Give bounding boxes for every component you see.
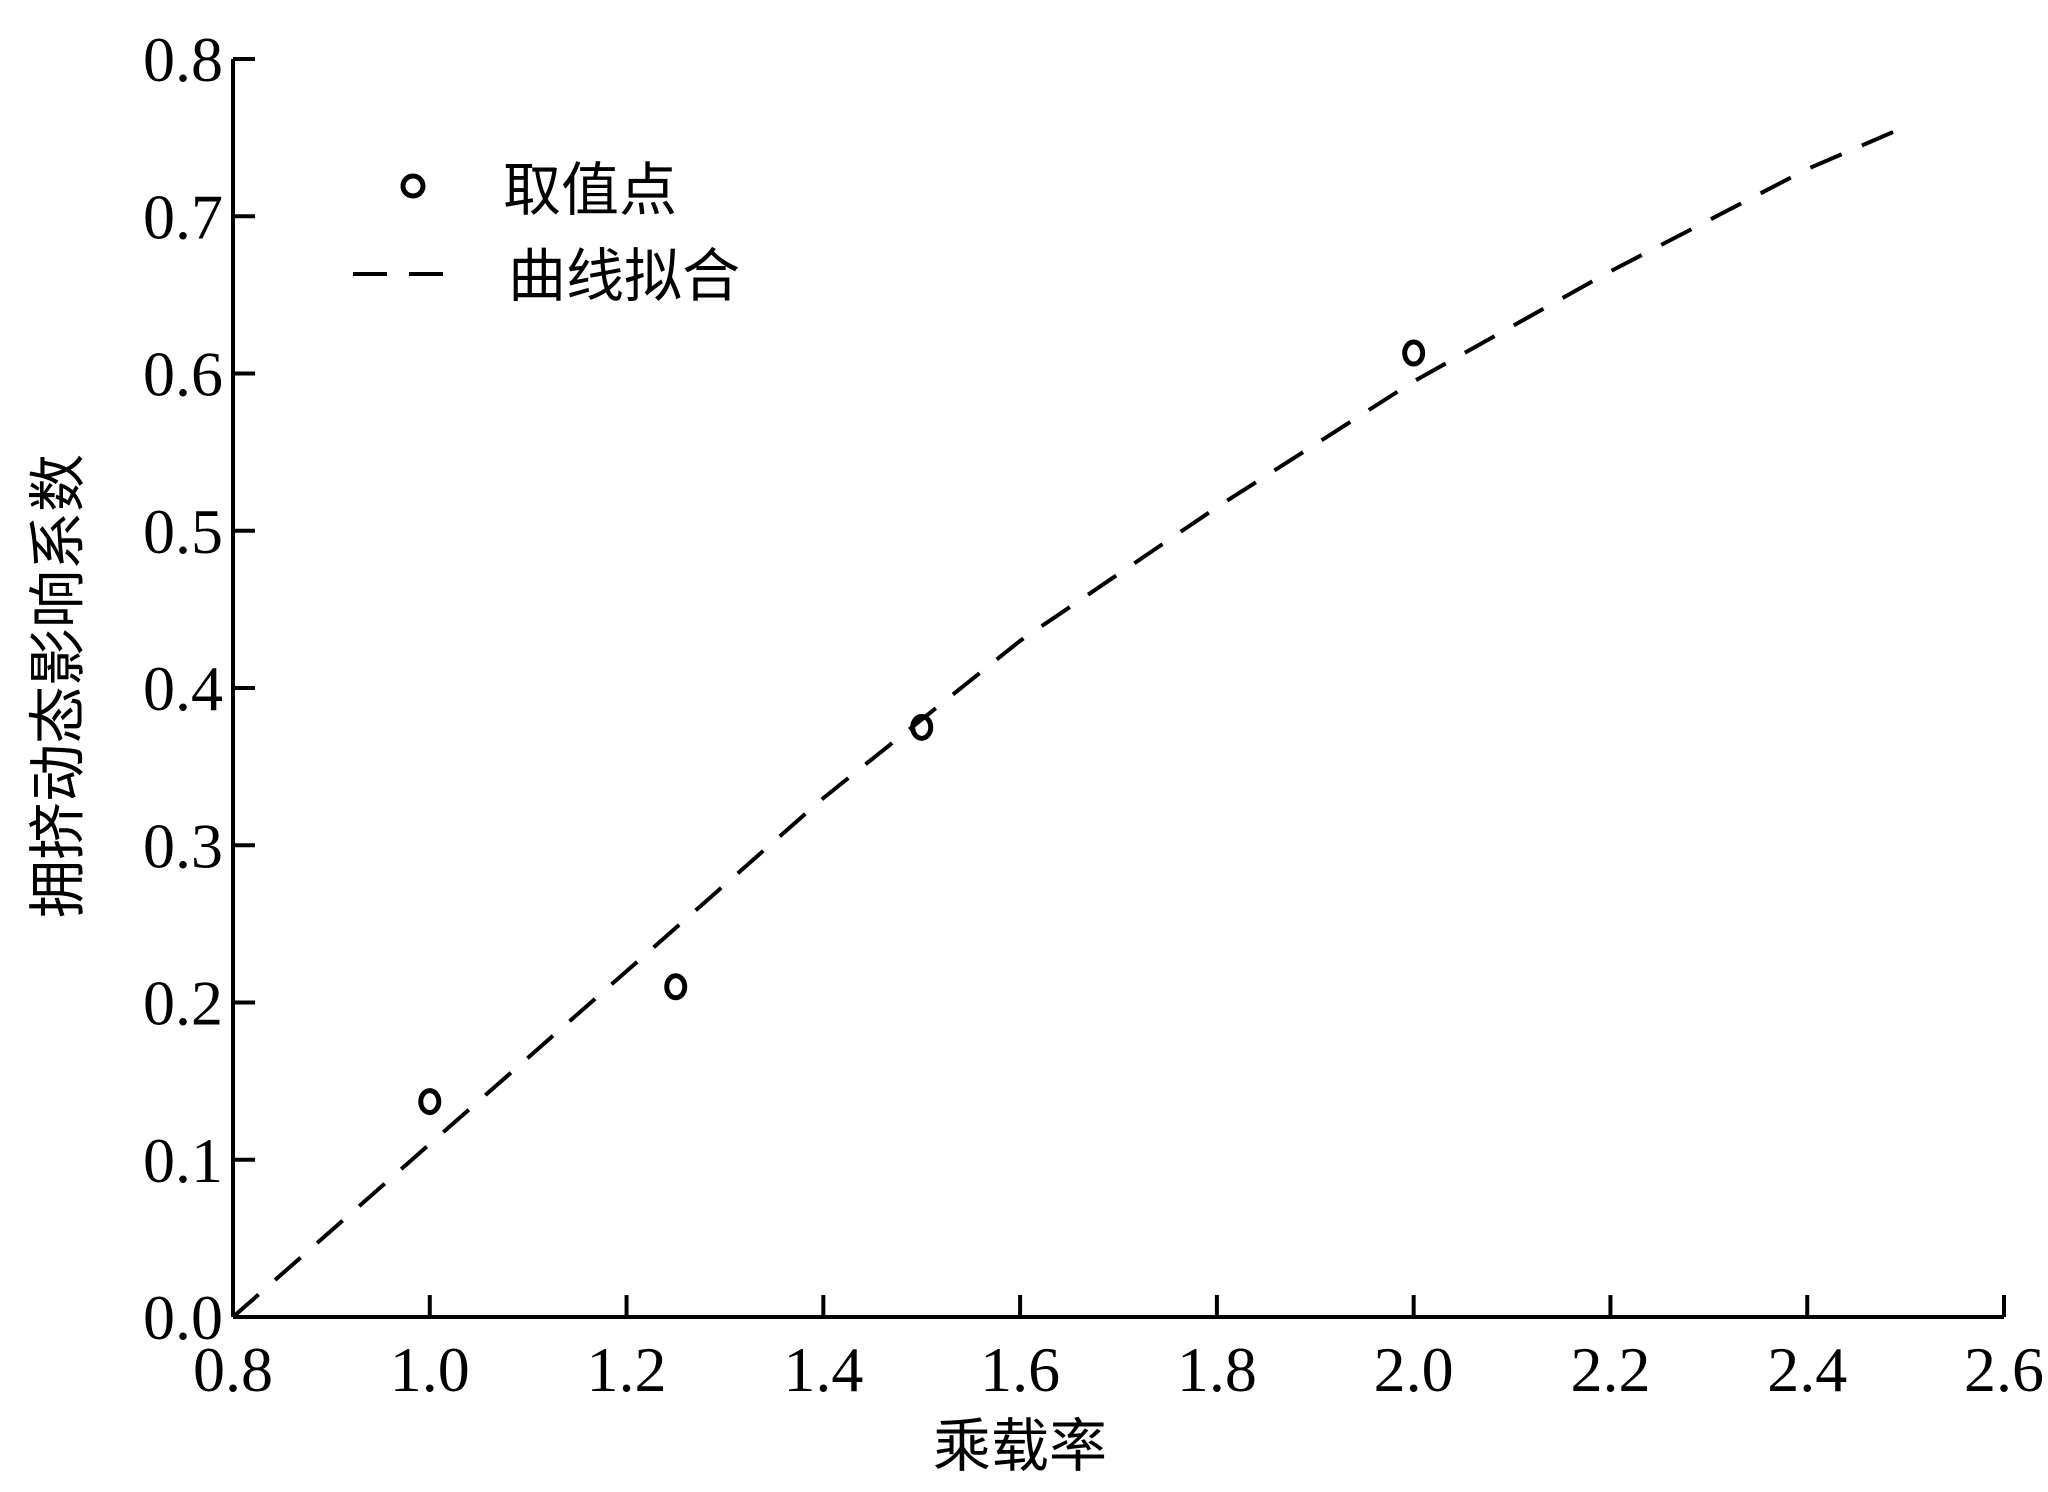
x-tick-label: 1.2 [587, 1334, 667, 1405]
y-tick-label: 0.5 [143, 496, 223, 567]
x-tick-label: 1.8 [1177, 1334, 1257, 1405]
legend-marker-points [400, 173, 426, 199]
data-point [418, 1088, 442, 1116]
fit-curve [231, 124, 1907, 1319]
x-tick-label: 1.6 [980, 1334, 1060, 1405]
axes: 0.8 1.0 1.2 1.4 1.6 1.8 2.0 2.2 2.4 2.6 0.0 0.1 0.2 0… [143, 24, 2044, 1405]
y-tick-label: 0.1 [143, 1125, 223, 1196]
data-point [1402, 339, 1426, 367]
x-tick-label: 1.4 [783, 1334, 863, 1405]
y-tick-label: 0.3 [143, 810, 223, 881]
x-tick-label: 2.4 [1767, 1334, 1847, 1405]
x-tick-label: 2.6 [1964, 1334, 2044, 1405]
y-tick-label: 0.8 [143, 24, 223, 95]
y-tick-label: 0.7 [143, 181, 223, 252]
x-tick-label: 2.2 [1570, 1334, 1650, 1405]
x-tick-label: 0.8 [193, 1334, 273, 1405]
plot-area [231, 124, 1907, 1319]
x-axis-label: 乘载率 [933, 1412, 1107, 1480]
legend-label-points: 取值点 [503, 156, 677, 224]
y-tick-label: 0.0 [143, 1282, 223, 1353]
data-point [664, 973, 688, 1001]
x-tick-label: 1.0 [390, 1334, 470, 1405]
y-tick-label: 0.4 [143, 653, 223, 724]
y-axis-label: 拥挤动态影响系数 [24, 454, 92, 918]
y-tick-label: 0.2 [143, 968, 223, 1039]
legend-label-fit: 曲线拟合 [508, 242, 740, 310]
y-tick-label: 0.6 [143, 339, 223, 410]
legend: 取值点 曲线拟合 [353, 156, 740, 310]
data-point [910, 713, 934, 741]
x-tick-label: 2.0 [1374, 1334, 1454, 1405]
